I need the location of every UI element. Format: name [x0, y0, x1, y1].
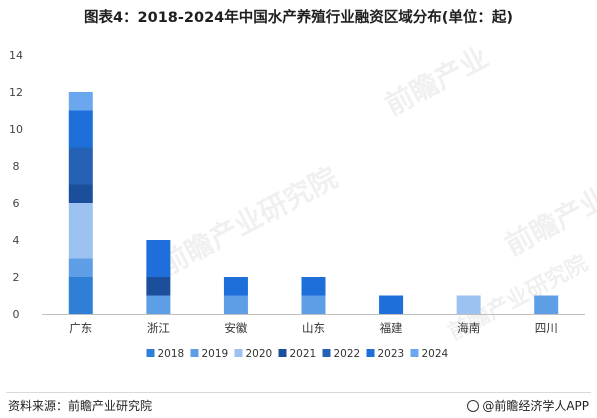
- legend-swatch-2021: [278, 349, 287, 357]
- bar-segment-2023: [223, 277, 248, 296]
- bar-segment-2019: [223, 295, 248, 314]
- bar-segment-2019: [146, 295, 171, 314]
- x-tick-label: 四川: [535, 321, 558, 335]
- y-tick-label: 12: [9, 86, 23, 99]
- bar-segment-2021: [146, 277, 171, 296]
- legend-swatch-2020: [234, 349, 243, 357]
- bar-segment-2019: [534, 295, 559, 314]
- bar-segment-2024: [68, 92, 93, 111]
- bar-segment-2020: [68, 203, 93, 259]
- y-tick-label: 6: [13, 197, 20, 210]
- legend-swatch-2023: [366, 349, 375, 357]
- y-tick-label: 8: [13, 160, 20, 173]
- bar-segment-2019: [301, 295, 326, 314]
- y-tick-label: 2: [13, 271, 20, 284]
- brand-text: @前瞻经济学人APP: [482, 399, 589, 413]
- bar-segment-2022: [68, 147, 93, 185]
- x-tick-label: 浙江: [147, 321, 170, 335]
- source-note: 资料来源：前瞻产业研究院: [8, 399, 153, 413]
- bar-segment-2018: [68, 277, 93, 314]
- y-tick-label: 14: [9, 49, 23, 62]
- brand-credit: @前瞻经济学人APP: [467, 397, 589, 414]
- legend-swatch-2018: [146, 349, 155, 357]
- bar-segment-2019: [68, 258, 93, 277]
- legend-label-2022: 2022: [334, 348, 361, 360]
- legend-label-2021: 2021: [290, 348, 317, 360]
- y-tick-label: 10: [9, 123, 23, 136]
- legend-label-2019: 2019: [202, 348, 229, 360]
- legend-swatch-2024: [410, 349, 419, 357]
- y-tick-label: 0: [13, 308, 20, 321]
- legend-label-2024: 2024: [422, 348, 449, 360]
- brand-logo-icon: [467, 400, 480, 412]
- x-tick-label: 安徽: [224, 321, 247, 335]
- bar-segment-2020: [456, 295, 481, 314]
- x-tick-label: 福建: [380, 321, 403, 335]
- bar-segment-2023: [146, 240, 171, 277]
- stacked-bar-chart: 0 2 4 6 8 10 12 14 广东 浙江 安徽 山东 福建 海南 四川 2018 2019 2020 202…: [9, 49, 585, 360]
- legend-swatch-2022: [322, 349, 331, 357]
- legend-swatch-2019: [190, 349, 199, 357]
- x-tick-label: 广东: [69, 321, 92, 335]
- legend-label-2023: 2023: [378, 348, 405, 360]
- x-tick-label: 山东: [302, 321, 325, 335]
- bar-segment-2023: [68, 110, 93, 148]
- bar-segment-2023: [301, 277, 326, 296]
- bar-segment-2023: [379, 295, 404, 314]
- legend-label-2020: 2020: [246, 348, 273, 360]
- chart-title: 图表4：2018-2024年中国水产养殖行业融资区域分布(单位：起): [83, 10, 514, 26]
- footer: 资料来源：前瞻产业研究院 @前瞻经济学人APP: [6, 392, 591, 413]
- x-tick-label: 海南: [457, 321, 480, 335]
- legend-label-2018: 2018: [158, 348, 185, 360]
- bar-segment-2021: [68, 184, 93, 203]
- y-tick-label: 4: [13, 234, 20, 247]
